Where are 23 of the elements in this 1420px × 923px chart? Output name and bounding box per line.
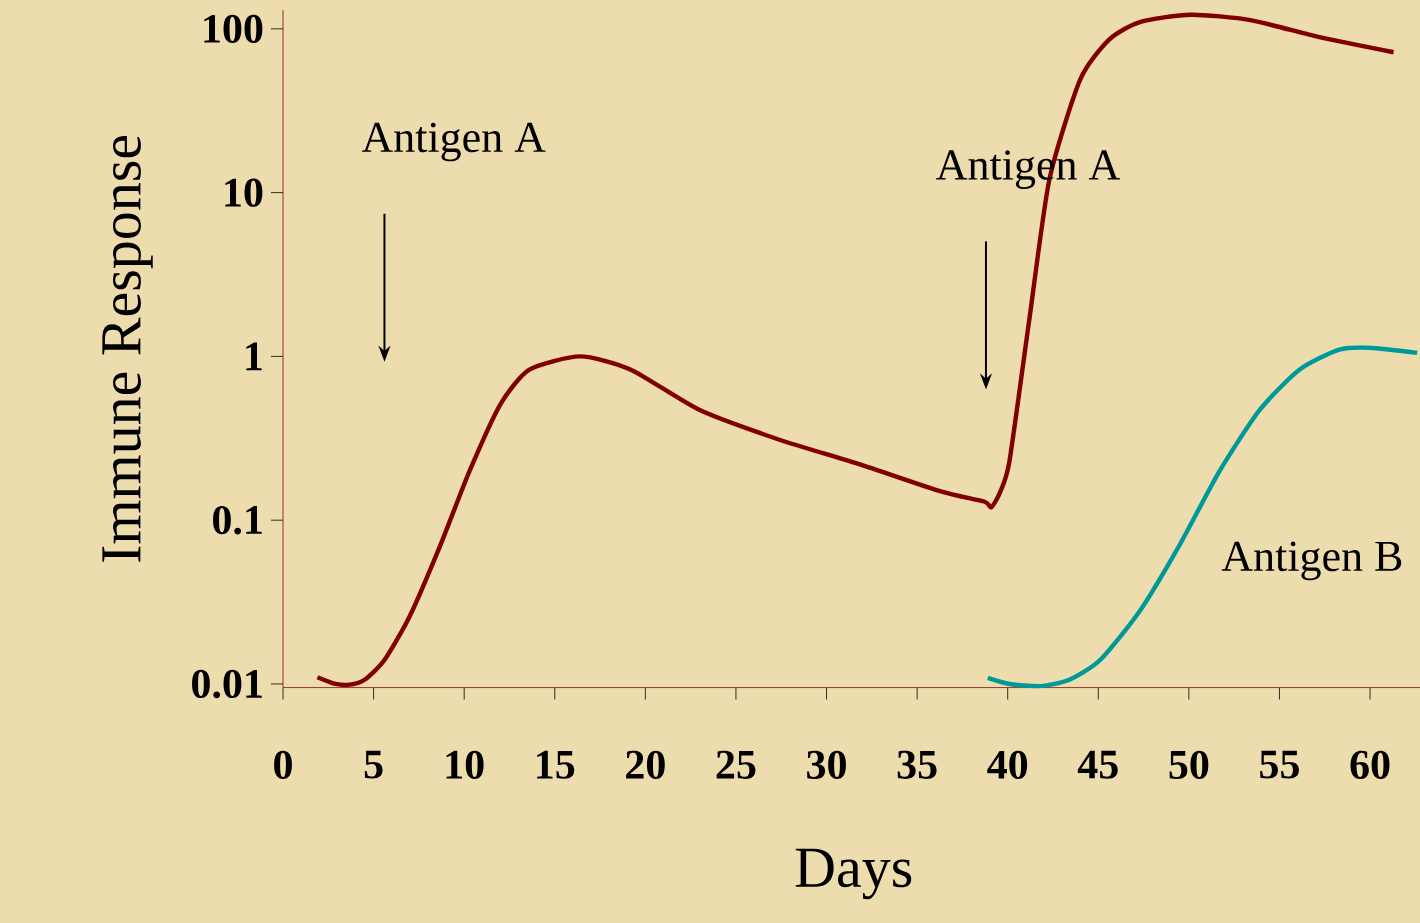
x-axis-title: Days — [795, 848, 912, 900]
x-tick-label: 20 — [626, 750, 665, 779]
x-tick-label: 35 — [897, 750, 937, 779]
annotation: Antigen A — [361, 122, 546, 162]
x-tick-label: 55 — [1260, 750, 1299, 779]
y-tick-label: 0.1 — [213, 505, 262, 535]
x-tick-label: 10 — [446, 750, 484, 779]
x-tick-label: 50 — [1169, 750, 1209, 779]
y-tick-label: 1 — [246, 342, 262, 371]
line-series — [985, 345, 1420, 689]
x-tick-label: 40 — [987, 750, 1028, 779]
y-axis-title: Immune Response — [102, 135, 153, 562]
x-tick-label: 45 — [1077, 750, 1118, 779]
y-tick-label: 10 — [225, 178, 263, 207]
x-tick-label: 30 — [807, 750, 846, 779]
x-tick-label: 25 — [716, 750, 756, 779]
series-label: Antigen B — [1221, 541, 1402, 581]
x-tick-label: 60 — [1350, 750, 1390, 779]
y-tick-label: 0.01 — [192, 669, 262, 699]
x-tick-label: 15 — [537, 750, 575, 779]
x-tick-label: 0 — [274, 750, 292, 779]
x-tick-label: 5 — [364, 750, 383, 779]
y-tick-label: 100 — [204, 14, 263, 44]
